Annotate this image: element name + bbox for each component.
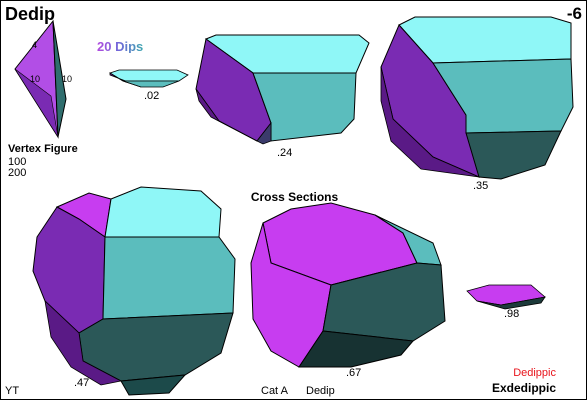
cross-section-67: [250, 202, 446, 368]
cross-section-label-67: .67: [346, 367, 362, 379]
vertex-edge-label-left: 10: [30, 74, 41, 84]
dips-label: 20 Dips: [97, 39, 144, 54]
cross-section-02: [109, 69, 189, 88]
cross-section-label-98: .98: [504, 308, 520, 320]
vertex-edge-label-right: 10: [62, 74, 73, 84]
cross-section-47: [32, 186, 236, 396]
cross-section-label-24: .24: [277, 147, 293, 159]
cross-section-35: [380, 16, 574, 180]
vertex-edge-label-top: 4: [32, 40, 38, 50]
footer-left-label: YT: [5, 385, 20, 397]
vertex-figure-line-2: 200: [8, 167, 27, 179]
cross-sections-title: Cross Sections: [250, 190, 339, 204]
alt-name-black: Exdedippic: [491, 381, 556, 395]
cross-section-24: [195, 34, 370, 145]
page-title: Dedip: [5, 4, 56, 24]
cross-section-98: [466, 284, 546, 310]
vertex-figure-line-1: 100: [8, 156, 27, 168]
cross-section-label-35: .35: [473, 180, 489, 192]
vertex-figure-shape: [14, 19, 67, 139]
vertex-figure-label: Vertex Figure: [8, 143, 78, 155]
cross-section-label-02: .02: [144, 90, 160, 102]
cross-section-label-47: .47: [74, 377, 90, 389]
short-name-label: Dedip: [306, 385, 335, 397]
alt-name-red: Dedippic: [513, 367, 556, 379]
polytope-number: -6: [566, 4, 582, 23]
category-label: Cat A: [261, 385, 288, 397]
